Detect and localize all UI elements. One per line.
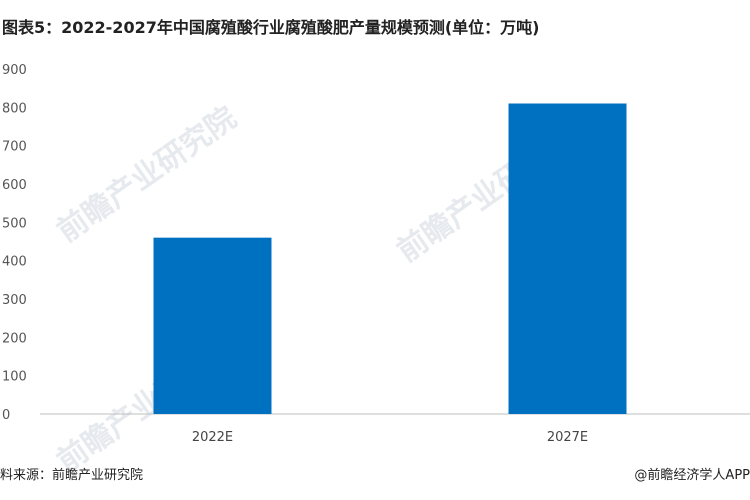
bar-2027E [508, 103, 627, 414]
y-tick-label: 600 [2, 178, 27, 193]
y-tick-label: 900 [2, 63, 27, 78]
y-tick-label: 100 [2, 370, 27, 385]
y-tick-label: 800 [2, 101, 27, 116]
y-tick-label: 500 [2, 216, 27, 231]
credit-note: @前瞻经济学人APP [634, 468, 750, 483]
x-tick-label: 2022E [192, 430, 233, 445]
y-tick-label: 400 [2, 255, 27, 270]
chart-title: 图表5：2022-2027年中国腐殖酸行业腐殖酸肥产量规模预测(单位：万吨) [2, 18, 540, 37]
source-note: 料来源：前瞻产业研究院 [0, 468, 144, 483]
y-tick-label: 700 [2, 140, 27, 155]
y-tick-label: 200 [2, 331, 27, 346]
x-tick-label: 2027E [547, 430, 588, 445]
bar-2022E [153, 237, 272, 414]
y-tick-label: 300 [2, 293, 27, 308]
y-tick-label: 0 [2, 408, 10, 423]
